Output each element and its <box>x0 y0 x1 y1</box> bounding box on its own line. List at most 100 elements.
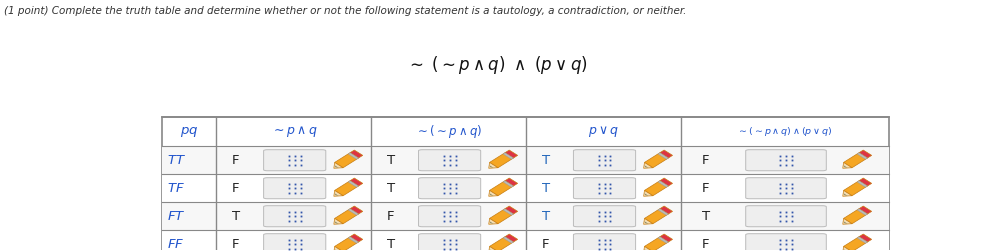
Polygon shape <box>351 234 362 242</box>
Text: T: T <box>542 210 550 223</box>
Text: $FT$: $FT$ <box>167 210 186 223</box>
Text: T: T <box>542 154 550 167</box>
Polygon shape <box>334 246 344 252</box>
FancyBboxPatch shape <box>418 178 481 199</box>
Polygon shape <box>334 163 344 168</box>
Polygon shape <box>843 191 852 196</box>
Polygon shape <box>335 181 358 196</box>
Bar <box>162 117 889 252</box>
FancyBboxPatch shape <box>418 234 481 252</box>
Polygon shape <box>334 191 344 196</box>
Polygon shape <box>643 218 653 224</box>
Text: $\sim p \wedge q$: $\sim p \wedge q$ <box>270 124 318 139</box>
Polygon shape <box>335 165 339 168</box>
Polygon shape <box>490 221 494 224</box>
Polygon shape <box>844 209 868 224</box>
Polygon shape <box>857 153 868 159</box>
Polygon shape <box>490 181 513 196</box>
Polygon shape <box>843 218 852 224</box>
Bar <box>162 202 889 230</box>
Polygon shape <box>859 206 872 214</box>
Text: $TF$: $TF$ <box>167 182 185 195</box>
Polygon shape <box>505 178 517 186</box>
Text: F: F <box>387 210 394 223</box>
Polygon shape <box>503 153 513 159</box>
Text: $\sim(\sim p \wedge q) \wedge (p \vee q)$: $\sim(\sim p \wedge q) \wedge (p \vee q)… <box>737 125 833 138</box>
Polygon shape <box>503 237 513 243</box>
Polygon shape <box>843 249 848 252</box>
Polygon shape <box>644 193 648 196</box>
FancyBboxPatch shape <box>746 178 826 199</box>
Text: F: F <box>232 238 239 251</box>
Text: F: F <box>232 154 239 167</box>
Polygon shape <box>643 191 653 196</box>
Polygon shape <box>505 234 517 242</box>
Text: F: F <box>232 182 239 195</box>
Polygon shape <box>490 165 494 168</box>
Text: T: T <box>702 210 710 223</box>
Polygon shape <box>844 181 868 196</box>
Text: $\sim\ (\sim p \wedge q)\ \wedge\ (p \vee q)$: $\sim\ (\sim p \wedge q)\ \wedge\ (p \ve… <box>406 54 587 76</box>
Polygon shape <box>857 237 868 243</box>
FancyBboxPatch shape <box>746 150 826 171</box>
Text: T: T <box>542 182 550 195</box>
Polygon shape <box>335 153 358 168</box>
Polygon shape <box>660 178 672 186</box>
Text: F: F <box>542 238 549 251</box>
FancyBboxPatch shape <box>418 206 481 227</box>
FancyBboxPatch shape <box>263 150 326 171</box>
Polygon shape <box>843 193 848 196</box>
Polygon shape <box>351 178 362 186</box>
Polygon shape <box>490 153 513 168</box>
FancyBboxPatch shape <box>263 178 326 199</box>
Text: $\sim(\sim p \wedge q)$: $\sim(\sim p \wedge q)$ <box>415 123 483 140</box>
Polygon shape <box>859 178 872 186</box>
Polygon shape <box>335 221 339 224</box>
Polygon shape <box>843 246 852 252</box>
FancyBboxPatch shape <box>418 150 481 171</box>
Text: F: F <box>702 154 709 167</box>
FancyBboxPatch shape <box>263 206 326 227</box>
Polygon shape <box>658 209 668 215</box>
FancyBboxPatch shape <box>746 234 826 252</box>
Text: F: F <box>702 182 709 195</box>
Polygon shape <box>489 163 498 168</box>
Text: $FF$: $FF$ <box>167 238 185 251</box>
Polygon shape <box>644 237 668 252</box>
Polygon shape <box>644 153 668 168</box>
Text: (1 point) Complete the truth table and determine whether or not the following st: (1 point) Complete the truth table and d… <box>4 6 686 16</box>
Polygon shape <box>489 191 498 196</box>
Polygon shape <box>859 234 872 242</box>
Polygon shape <box>334 218 344 224</box>
Polygon shape <box>844 237 868 252</box>
Text: T: T <box>387 154 395 167</box>
Text: T: T <box>232 210 240 223</box>
Polygon shape <box>351 150 362 158</box>
Polygon shape <box>660 206 672 214</box>
Text: F: F <box>702 238 709 251</box>
Polygon shape <box>503 181 513 187</box>
Polygon shape <box>489 218 498 224</box>
Polygon shape <box>349 153 358 159</box>
FancyBboxPatch shape <box>573 150 636 171</box>
Polygon shape <box>644 221 648 224</box>
Polygon shape <box>349 237 358 243</box>
Polygon shape <box>349 209 358 215</box>
Polygon shape <box>859 150 872 158</box>
Text: $TT$: $TT$ <box>167 154 186 167</box>
Polygon shape <box>644 209 668 224</box>
Polygon shape <box>644 165 648 168</box>
Text: T: T <box>387 238 395 251</box>
Polygon shape <box>857 181 868 187</box>
Polygon shape <box>843 165 848 168</box>
Polygon shape <box>335 209 358 224</box>
Polygon shape <box>643 163 653 168</box>
Polygon shape <box>489 246 498 252</box>
Polygon shape <box>335 249 339 252</box>
Polygon shape <box>349 181 358 187</box>
Polygon shape <box>857 209 868 215</box>
Polygon shape <box>490 209 513 224</box>
Polygon shape <box>644 181 668 196</box>
Text: $pq$: $pq$ <box>180 125 199 139</box>
Polygon shape <box>658 237 668 243</box>
